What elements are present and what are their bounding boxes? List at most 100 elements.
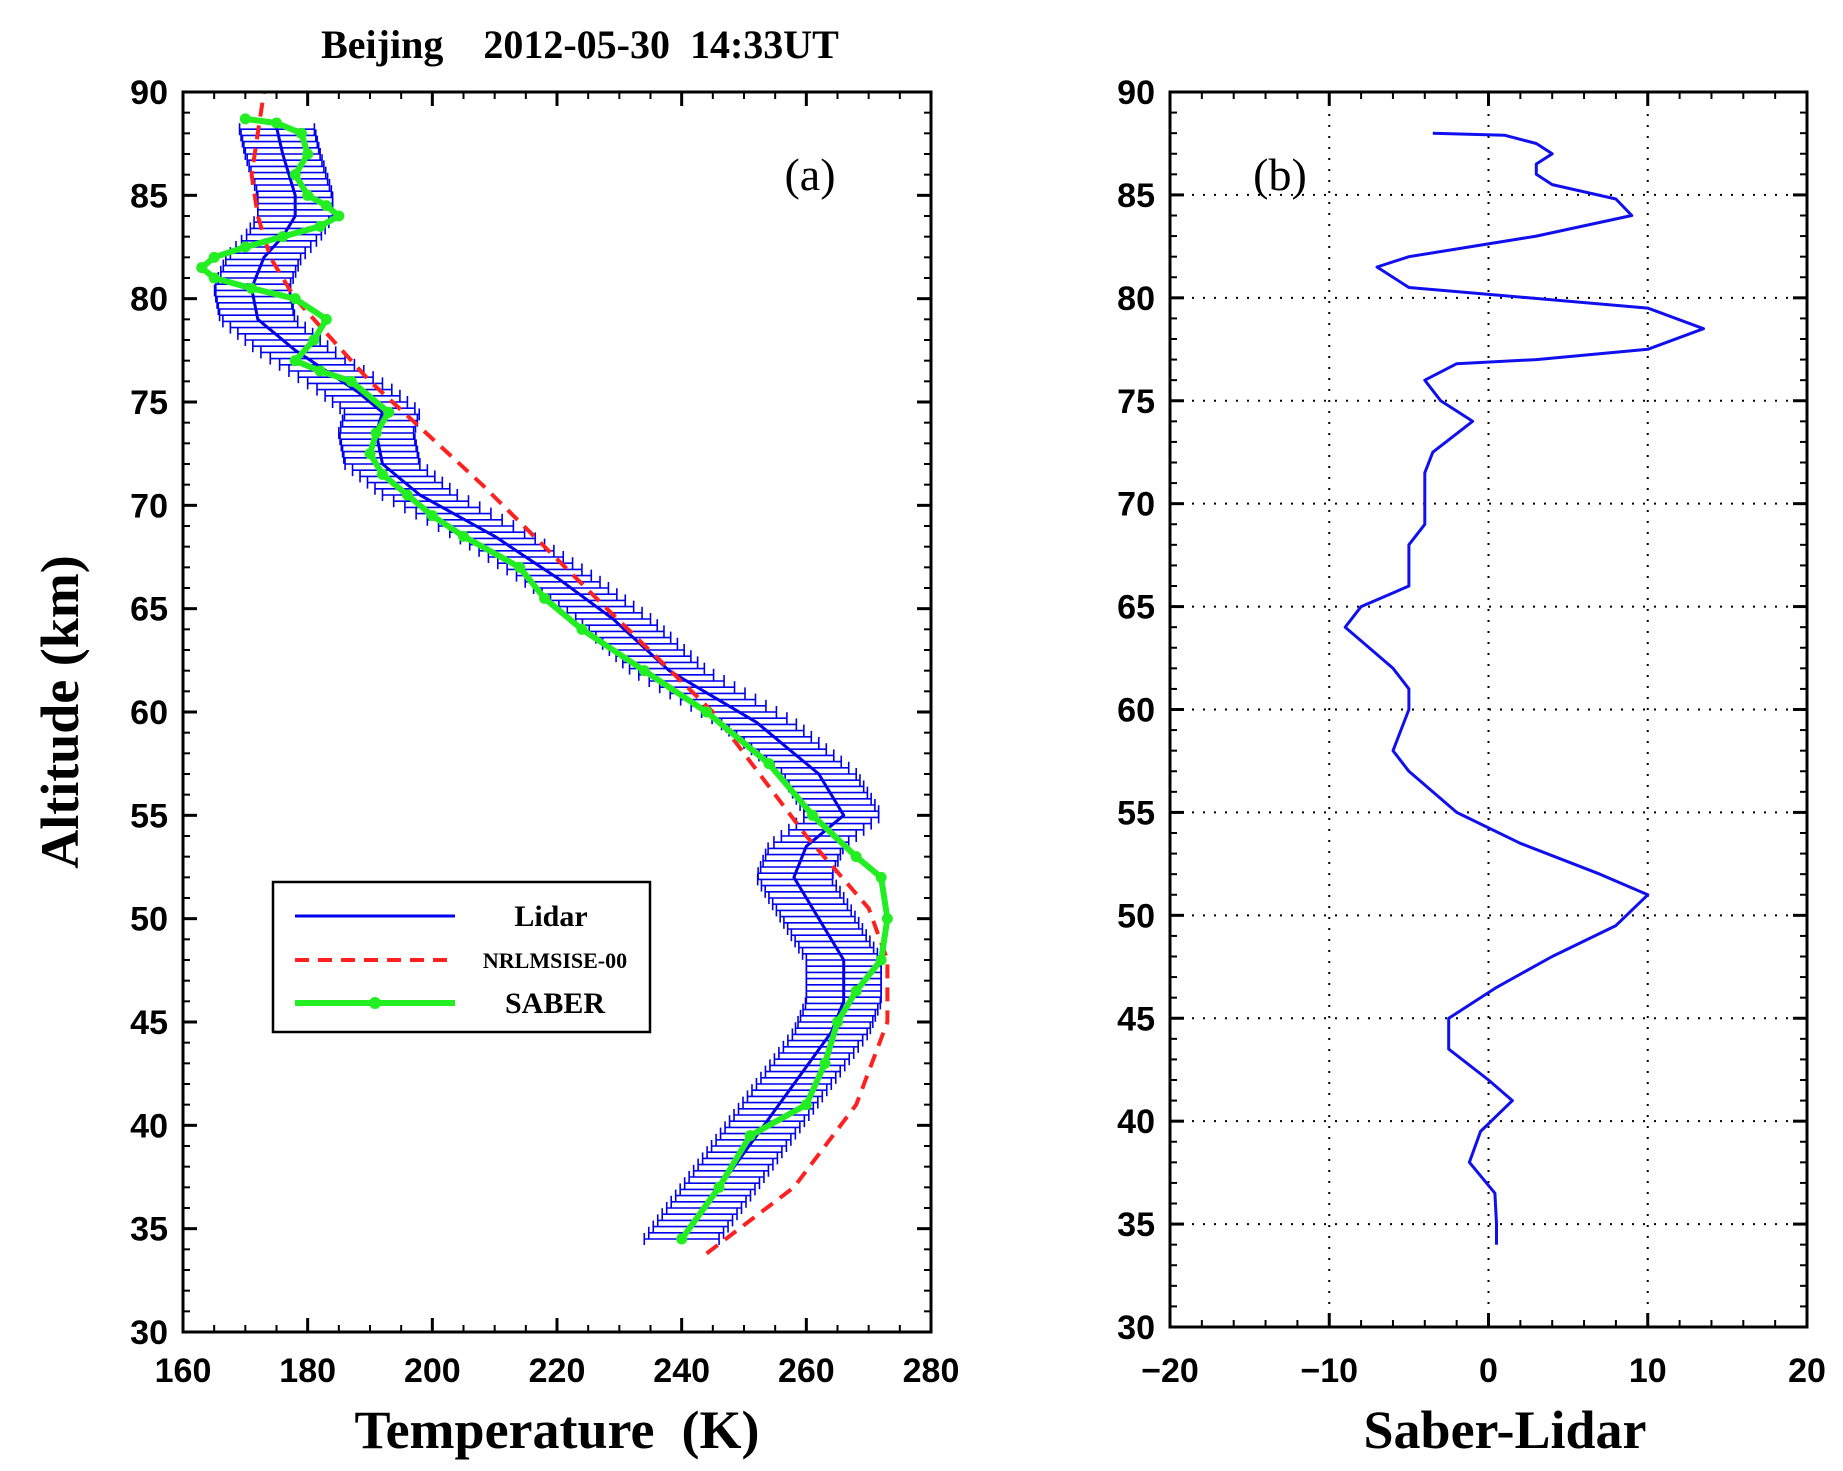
saber-marker [744,1130,756,1142]
saber-marker [277,231,289,243]
b-y-tick-label: 40 [1117,1103,1155,1141]
saber-marker [807,809,819,821]
saber-marker [426,510,438,522]
a-series-lidar-line [250,126,846,1240]
a-x-tick-label: 180 [279,1352,336,1390]
saber-marker [271,117,282,129]
a-x-tick-label: 260 [778,1352,835,1390]
a-series-saber-line [198,115,891,1241]
b-y-tick-label: 60 [1117,692,1155,730]
a-y-tick-label: 50 [130,901,168,939]
a-y-tick-label: 40 [130,1107,168,1145]
a-y-tick-label: 30 [130,1314,168,1352]
plot-frame-a [181,90,933,1334]
saber-marker [370,427,382,439]
b-y-tick-label: 75 [1117,383,1155,421]
saber-marker [208,251,220,263]
saber-marker [295,127,307,139]
a-series-lidar [213,123,882,1245]
saber-marker [308,334,320,346]
a-y-tick-label: 55 [130,797,168,835]
saber-marker [881,913,893,925]
b-y-tick-label: 85 [1117,177,1155,215]
a-x-tick-label: 280 [903,1352,960,1390]
y-axis-label-a: Altitude (km) [30,555,90,868]
panel-b: 30 35 40 45 50 55 60 65 70 75 80 85 90 −20 −10 0 10 20 (b… [1117,74,1826,1460]
saber-marker [875,954,887,966]
a-y-tick-label: 90 [130,74,168,112]
saber-marker [333,210,345,222]
saber-marker [458,530,469,542]
legend-label-saber: SABER [505,987,605,1020]
panel-label-b: (b) [1253,149,1307,200]
a-y-tick-label: 65 [130,591,168,629]
saber-marker [364,448,376,460]
saber-marker [676,1233,688,1245]
saber-marker [539,592,551,604]
a-y-tick-label: 70 [130,487,168,525]
a-x-tick-label: 240 [653,1352,710,1390]
b-y-tick-label: 35 [1117,1206,1155,1244]
saber-marker [302,189,314,201]
saber-marker [302,148,314,160]
a-y-tick-label: 60 [130,694,168,732]
b-y-tick-label: 55 [1117,794,1155,832]
saber-marker [383,406,395,418]
panel-a: Beijing 2012-05-30 14:33UT 30 35 40 45 50 55 6… [30,22,959,1460]
saber-marker [345,375,357,387]
saber-marker [314,365,326,377]
saber-marker [196,262,208,274]
saber-marker [850,985,862,997]
b-x-tick-label: −20 [1141,1352,1199,1390]
b-series-saber-lidar [1343,131,1705,1245]
saber-marker [763,758,775,770]
b-y-tick-label: 80 [1117,280,1155,318]
saber-marker [289,355,301,367]
saber-marker [514,561,526,573]
saber-marker [239,241,251,253]
saber-marker [320,313,332,325]
a-x-tick-label: 220 [529,1352,586,1390]
a-y-tick-label: 80 [130,281,168,319]
b-x-tick-label: 0 [1479,1352,1498,1390]
saber-marker [376,468,388,480]
a-series-saber [196,113,893,1245]
saber-marker [701,706,713,718]
saber-marker [638,665,650,677]
saber-marker [320,200,332,212]
saber-marker [576,623,588,635]
a-y-tick-label: 75 [130,384,168,422]
saber-marker [239,113,251,125]
b-x-tick-label: 10 [1629,1352,1667,1390]
b-y-tick-label: 65 [1117,589,1155,627]
saber-marker [713,1181,725,1193]
panel-label-a: (a) [784,149,835,200]
b-x-tick-label: 20 [1788,1352,1826,1390]
a-x-tick-label: 200 [404,1352,461,1390]
legend: Lidar NRLMSISE-00 SABER [271,880,652,1034]
a-y-tick-label: 45 [130,1004,168,1042]
legend-label-lidar: Lidar [514,900,587,933]
b-y-tick-label: 90 [1117,74,1155,112]
saber-marker [875,871,887,883]
saber-marker [832,1016,843,1028]
legend-marker-saber [369,997,381,1009]
b-y-tick-label: 45 [1117,1000,1155,1038]
b-x-tick-label: −10 [1300,1352,1358,1390]
saber-marker [800,1099,812,1111]
saber-marker [289,169,301,181]
b-y-tick-label: 30 [1117,1309,1155,1347]
a-x-tick-label: 160 [155,1352,212,1390]
x-axis-label-a: Temperature (K) [355,1400,760,1460]
b-y-tick-label: 70 [1117,486,1155,524]
saber-marker [850,851,862,863]
x-axis-label-b: Saber-Lidar [1364,1400,1647,1460]
b-series-saber-lidar-line [1343,131,1705,1245]
saber-marker [246,282,258,294]
saber-marker [289,293,301,305]
saber-marker [314,220,326,232]
saber-marker [401,489,413,501]
a-series-nrlmsise-00 [249,91,890,1256]
saber-marker [819,1057,831,1069]
